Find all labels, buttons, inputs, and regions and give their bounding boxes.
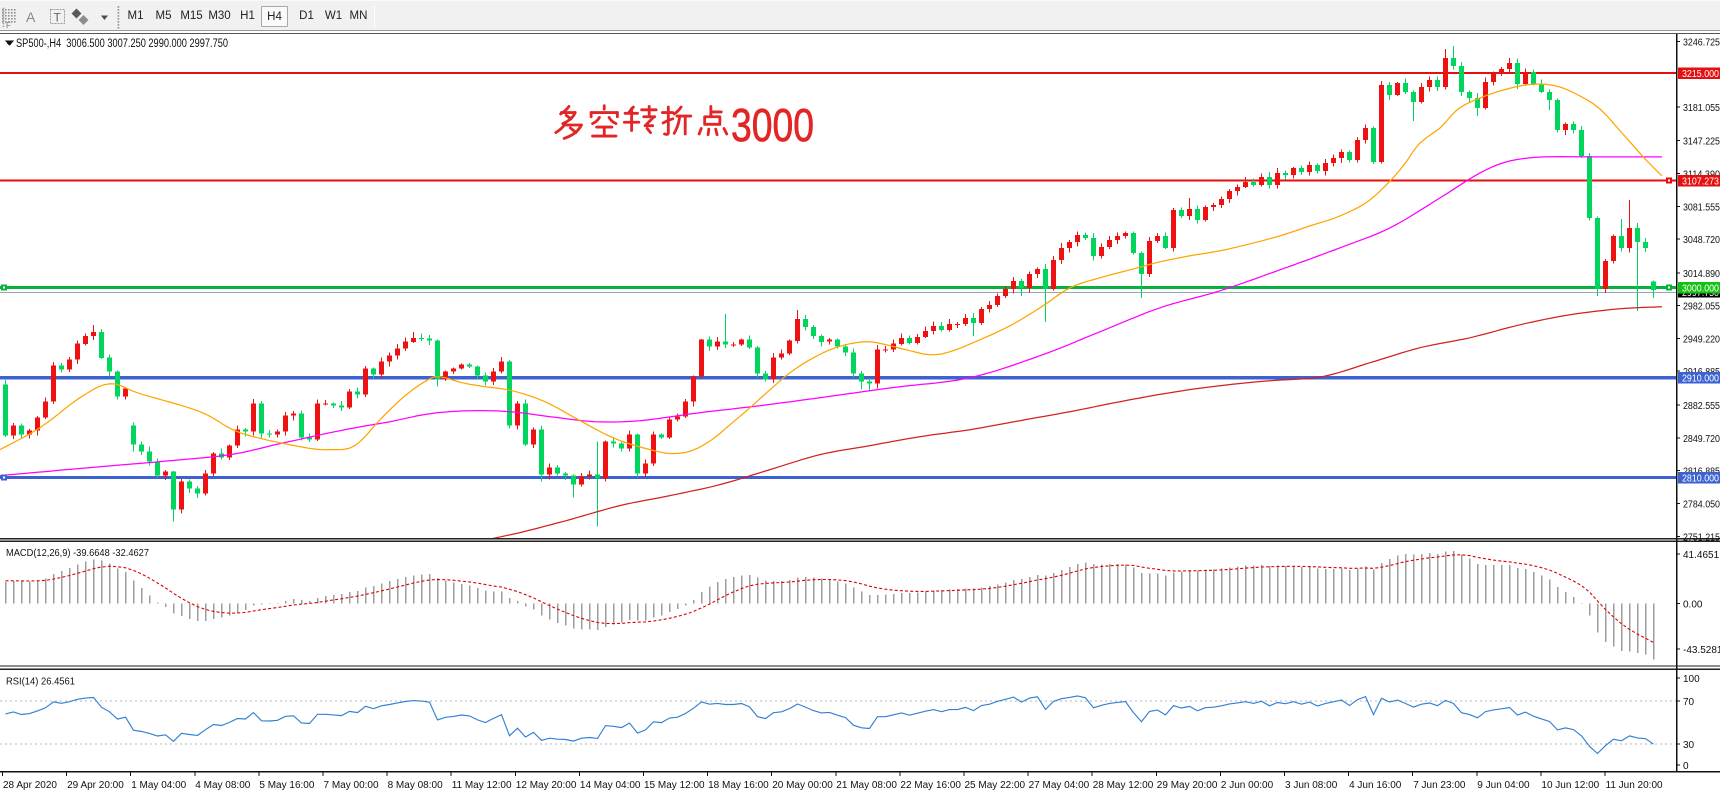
svg-text:8 May 08:00: 8 May 08:00 [388,780,443,791]
svg-text:0.00: 0.00 [1683,600,1703,611]
svg-text:29 May 20:00: 29 May 20:00 [1157,780,1218,791]
svg-text:5 May 16:00: 5 May 16:00 [259,780,314,791]
svg-text:11 May 12:00: 11 May 12:00 [452,780,512,791]
svg-text:F: F [6,21,11,30]
svg-text:70: 70 [1683,697,1695,708]
svg-text:2849.720: 2849.720 [1683,434,1720,445]
svg-text:2751.215: 2751.215 [1683,532,1720,543]
svg-text:2784.050: 2784.050 [1683,500,1720,511]
svg-text:2 Jun 00:00: 2 Jun 00:00 [1221,780,1274,791]
svg-text:A: A [26,9,36,25]
svg-text:3246.725: 3246.725 [1683,37,1720,48]
svg-text:2982.055: 2982.055 [1683,302,1720,313]
svg-text:T: T [54,11,62,25]
svg-text:SP500-,H4 3006.500 3007.250 2: SP500-,H4 3006.500 3007.250 2990.000 299… [16,38,228,50]
svg-text:-43.5281: -43.5281 [1683,645,1720,656]
svg-text:2882.555: 2882.555 [1683,401,1720,412]
svg-text:RSI(14) 26.4561: RSI(14) 26.4561 [6,676,75,688]
svg-text:0: 0 [1683,761,1689,772]
svg-text:100: 100 [1683,674,1700,685]
svg-text:3000: 3000 [731,99,814,151]
svg-text:18 May 16:00: 18 May 16:00 [708,780,769,791]
svg-text:3000.000: 3000.000 [1682,284,1719,295]
svg-text:3181.055: 3181.055 [1683,103,1720,114]
svg-text:MACD(12,26,9) -39.6648 -32.462: MACD(12,26,9) -39.6648 -32.4627 [6,547,149,559]
svg-text:7 Jun 23:00: 7 Jun 23:00 [1413,780,1466,791]
svg-text:3215.000: 3215.000 [1682,69,1719,80]
svg-text:3014.890: 3014.890 [1683,269,1720,280]
svg-text:14 May 04:00: 14 May 04:00 [580,780,641,791]
svg-text:30: 30 [1683,740,1695,751]
svg-text:22 May 16:00: 22 May 16:00 [900,780,961,791]
svg-text:1 May 04:00: 1 May 04:00 [131,780,186,791]
svg-text:25 May 22:00: 25 May 22:00 [965,780,1026,791]
svg-text:2949.220: 2949.220 [1683,335,1720,346]
svg-text:4 May 08:00: 4 May 08:00 [195,780,250,791]
svg-text:11 Jun 20:00: 11 Jun 20:00 [1606,780,1664,791]
svg-text:7 May 00:00: 7 May 00:00 [324,780,379,791]
svg-text:20 May 00:00: 20 May 00:00 [772,780,833,791]
svg-text:3081.555: 3081.555 [1683,202,1720,213]
svg-text:28 Apr 2020: 28 Apr 2020 [3,780,57,791]
svg-text:15 May 12:00: 15 May 12:00 [644,780,705,791]
svg-text:4 Jun 16:00: 4 Jun 16:00 [1349,780,1402,791]
svg-text:27 May 04:00: 27 May 04:00 [1029,780,1090,791]
svg-text:12 May 20:00: 12 May 20:00 [516,780,577,791]
svg-text:29 Apr 20:00: 29 Apr 20:00 [67,780,124,791]
svg-text:2910.000: 2910.000 [1682,374,1719,385]
svg-text:3 Jun 08:00: 3 Jun 08:00 [1285,780,1338,791]
svg-text:3048.720: 3048.720 [1683,235,1720,246]
svg-text:10 Jun 12:00: 10 Jun 12:00 [1541,780,1599,791]
svg-text:3147.225: 3147.225 [1683,137,1720,148]
svg-text:2810.000: 2810.000 [1682,474,1719,485]
svg-text:3107.273: 3107.273 [1682,177,1719,188]
svg-text:28 May 12:00: 28 May 12:00 [1093,780,1154,791]
svg-text:9 Jun 04:00: 9 Jun 04:00 [1477,780,1530,791]
svg-text:21 May 08:00: 21 May 08:00 [836,780,897,791]
svg-text:41.4651: 41.4651 [1683,550,1720,561]
